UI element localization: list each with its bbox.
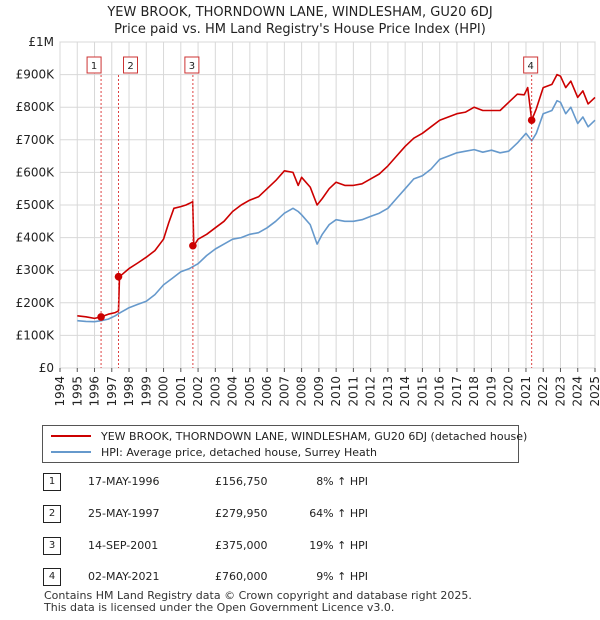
legend-label-property: YEW BROOK, THORNDOWN LANE, WINDLESHAM, G… <box>101 429 528 443</box>
transaction-label: 2 <box>127 61 133 72</box>
chart-title: YEW BROOK, THORNDOWN LANE, WINDLESHAM, G… <box>107 5 493 20</box>
legend-label-hpi: HPI: Average price, detached house, Surr… <box>101 445 378 459</box>
y-tick-label: £900K <box>16 68 56 82</box>
price-chart: £0 £100K £200K £300K £400K £500K £600K £700K £80… <box>16 35 600 407</box>
x-tick-label: 2019 <box>484 376 498 407</box>
transaction-date: 25-MAY-1997 <box>88 507 160 520</box>
transaction-label-box <box>123 56 139 74</box>
x-tick-label: 2022 <box>536 376 550 407</box>
transaction-date: 02-MAY-2021 <box>88 570 160 583</box>
x-tick-label: 2000 <box>157 376 171 407</box>
x-tick-label: 1995 <box>70 376 84 407</box>
y-tick-label: £200K <box>16 296 56 310</box>
y-tick-label: £800K <box>16 100 56 114</box>
x-tick-label: 2003 <box>208 376 222 407</box>
y-tick-label: £500K <box>16 198 56 212</box>
transaction-label: 1 <box>91 61 97 72</box>
x-axis: 1994 1995 1996 1997 1998 1999 2000 2001 2002 2003… <box>53 368 600 407</box>
series-line-property <box>77 73 596 320</box>
x-tick-label: 2012 <box>364 376 378 407</box>
x-tick-label: 2017 <box>450 376 464 407</box>
transaction-label-box <box>86 56 102 74</box>
x-tick-label: 2011 <box>346 376 360 407</box>
transaction-price: £375,000 <box>215 539 268 552</box>
legend: YEW BROOK, THORNDOWN LANE, WINDLESHAM, G… <box>42 425 527 463</box>
legend-item-hpi: HPI: Average price, detached house, Surr… <box>51 444 377 460</box>
x-tick-label: 2005 <box>243 376 257 407</box>
transaction-number: 4 <box>43 568 61 586</box>
y-tick-label: £700K <box>16 133 56 147</box>
transaction-hpi: 64% ↑ HPI <box>309 507 368 520</box>
x-tick-label: 2021 <box>519 376 533 407</box>
x-tick-label: 2018 <box>467 376 481 407</box>
x-tick-label: 2010 <box>329 376 343 407</box>
x-tick-label: 1996 <box>88 376 102 407</box>
x-tick-label: 2004 <box>226 376 240 407</box>
transaction-number: 2 <box>43 505 61 523</box>
x-tick-label: 1999 <box>139 376 153 407</box>
x-tick-label: 2015 <box>415 376 429 407</box>
transaction-price: £156,750 <box>215 475 268 488</box>
grid <box>59 41 596 369</box>
table-row: 3 14-SEP-2001 £375,000 19% ↑ HPI <box>0 537 600 557</box>
transaction-point <box>114 272 123 281</box>
table-row: 1 17-MAY-1996 £156,750 8% ↑ HPI <box>0 473 600 493</box>
x-tick-label: 1994 <box>53 376 67 407</box>
y-tick-label: £600K <box>16 165 56 179</box>
x-tick-label: 2008 <box>295 376 309 407</box>
transaction-point <box>527 116 536 125</box>
x-tick-label: 2001 <box>174 376 188 407</box>
x-tick-label: 2002 <box>191 376 205 407</box>
transaction-price: £760,000 <box>215 570 268 583</box>
transaction-number: 1 <box>43 473 61 491</box>
legend-swatch-hpi <box>51 451 91 453</box>
transaction-date: 17-MAY-1996 <box>88 475 160 488</box>
footer-copyright: Contains HM Land Registry data © Crown c… <box>44 589 472 602</box>
transaction-point <box>97 313 105 321</box>
series-layer <box>77 73 596 323</box>
table-row: 4 02-MAY-2021 £760,000 9% ↑ HPI <box>0 568 600 588</box>
transaction-markers: 1 2 3 4 <box>86 56 539 368</box>
table-row: 2 25-MAY-1997 £279,950 64% ↑ HPI <box>0 505 600 525</box>
y-tick-label: £0 <box>39 361 54 375</box>
series-line-hpi <box>77 99 596 323</box>
x-tick-label: 2009 <box>312 376 326 407</box>
x-tick-label: 2016 <box>433 376 447 407</box>
x-tick-label: 2020 <box>502 376 516 407</box>
x-tick-label: 2025 <box>588 376 600 407</box>
transaction-point <box>189 241 197 250</box>
y-tick-label: £400K <box>16 231 56 245</box>
x-tick-label: 2006 <box>260 376 274 407</box>
y-tick-label: £100K <box>16 328 56 342</box>
transaction-hpi: 19% ↑ HPI <box>309 539 368 552</box>
x-tick-label: 2023 <box>553 376 567 407</box>
footer-license: This data is licensed under the Open Gov… <box>44 601 395 614</box>
x-tick-label: 2014 <box>398 376 412 407</box>
x-tick-label: 2013 <box>381 376 395 407</box>
transaction-label-box <box>523 56 539 74</box>
transaction-label: 3 <box>189 61 195 72</box>
chart-subtitle: Price paid vs. HM Land Registry's House … <box>114 22 486 37</box>
x-tick-label: 2024 <box>571 376 585 407</box>
x-tick-label: 1997 <box>105 376 119 407</box>
transaction-hpi: 8% ↑ HPI <box>316 475 368 488</box>
transaction-date: 14-SEP-2001 <box>88 539 159 552</box>
x-tick-label: 2007 <box>277 376 291 407</box>
transaction-price: £279,950 <box>215 507 268 520</box>
y-tick-label: £300K <box>16 263 56 277</box>
transaction-label: 4 <box>527 61 533 72</box>
transaction-hpi: 9% ↑ HPI <box>316 570 368 583</box>
legend-swatch-property <box>51 435 91 437</box>
y-tick-label: £1M <box>28 35 54 49</box>
transaction-number: 3 <box>43 537 61 555</box>
legend-item-property: YEW BROOK, THORNDOWN LANE, WINDLESHAM, G… <box>51 428 527 444</box>
transaction-label-box <box>184 56 200 74</box>
x-tick-label: 1998 <box>122 376 136 407</box>
y-axis: £0 £100K £200K £300K £400K £500K £600K £700K £80… <box>16 35 56 375</box>
